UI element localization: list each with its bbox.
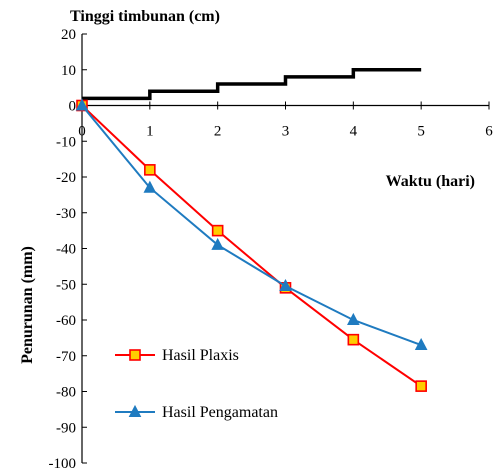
data-point-triangle: [347, 312, 360, 325]
legend-item-hasil-plaxis: Hasil Plaxis: [115, 347, 239, 364]
x-tick-label: 5: [417, 124, 425, 140]
legend-marker-square: [129, 349, 141, 361]
data-point-square: [347, 333, 360, 346]
x-axis-title: Waktu (hari): [386, 173, 475, 190]
x-tick-label: 0: [78, 124, 86, 140]
data-point-triangle: [279, 278, 292, 292]
series-hasil-pengamatan: [75, 98, 428, 351]
y-tick-label: -90: [56, 420, 76, 436]
series-layer: [75, 98, 428, 392]
y-tick-label: -10: [56, 134, 76, 150]
y-tick-label: -80: [56, 385, 76, 401]
legend: Hasil Plaxis Hasil Pengamatan: [115, 347, 278, 421]
y-tick-label: -40: [56, 242, 76, 258]
data-point-square: [415, 380, 427, 392]
x-tick-label: 2: [214, 124, 222, 140]
y-tick-label: 20: [61, 27, 76, 43]
x-tick-label: 1: [146, 124, 154, 140]
data-point-triangle: [414, 337, 428, 351]
y-tick-label: -70: [56, 349, 76, 365]
x-tick-label: 3: [282, 124, 290, 140]
data-point-square: [144, 164, 156, 176]
y-tick-label: -100: [49, 456, 77, 470]
x-tick-label: 6: [485, 124, 493, 140]
y-tick-label: -30: [56, 206, 76, 222]
y-axis-title: Penurunan (mm): [19, 246, 36, 364]
y-tick-label: -50: [56, 277, 76, 293]
legend-item-hasil-pengamatan: Hasil Pengamatan: [115, 404, 278, 421]
y-tick-label: -20: [56, 170, 76, 186]
x-tick-label: 4: [350, 124, 358, 140]
y-tick-label: 10: [61, 63, 76, 79]
y-tick-label: -60: [56, 313, 76, 329]
series-hasil-plaxis: [76, 99, 427, 392]
data-point-square: [211, 224, 224, 237]
y-tick-label: 0: [69, 99, 77, 115]
legend-label-hasil-plaxis: Hasil Plaxis: [162, 347, 239, 364]
x-axis-ticks: 0 1 2 3 4 5 6: [78, 101, 493, 140]
data-point-triangle: [143, 180, 157, 193]
data-point-triangle: [211, 237, 224, 250]
data-point-triangle: [75, 98, 89, 111]
legend-label-hasil-pengamatan: Hasil Pengamatan: [162, 404, 278, 421]
chart-title: Tinggi timbunan (cm): [70, 8, 220, 25]
series-line-hasil-plaxis: [81, 104, 422, 387]
fill-height-step-line: [82, 68, 422, 101]
legend-marker-triangle: [128, 404, 142, 417]
series-line-hasil-pengamatan: [81, 104, 422, 346]
